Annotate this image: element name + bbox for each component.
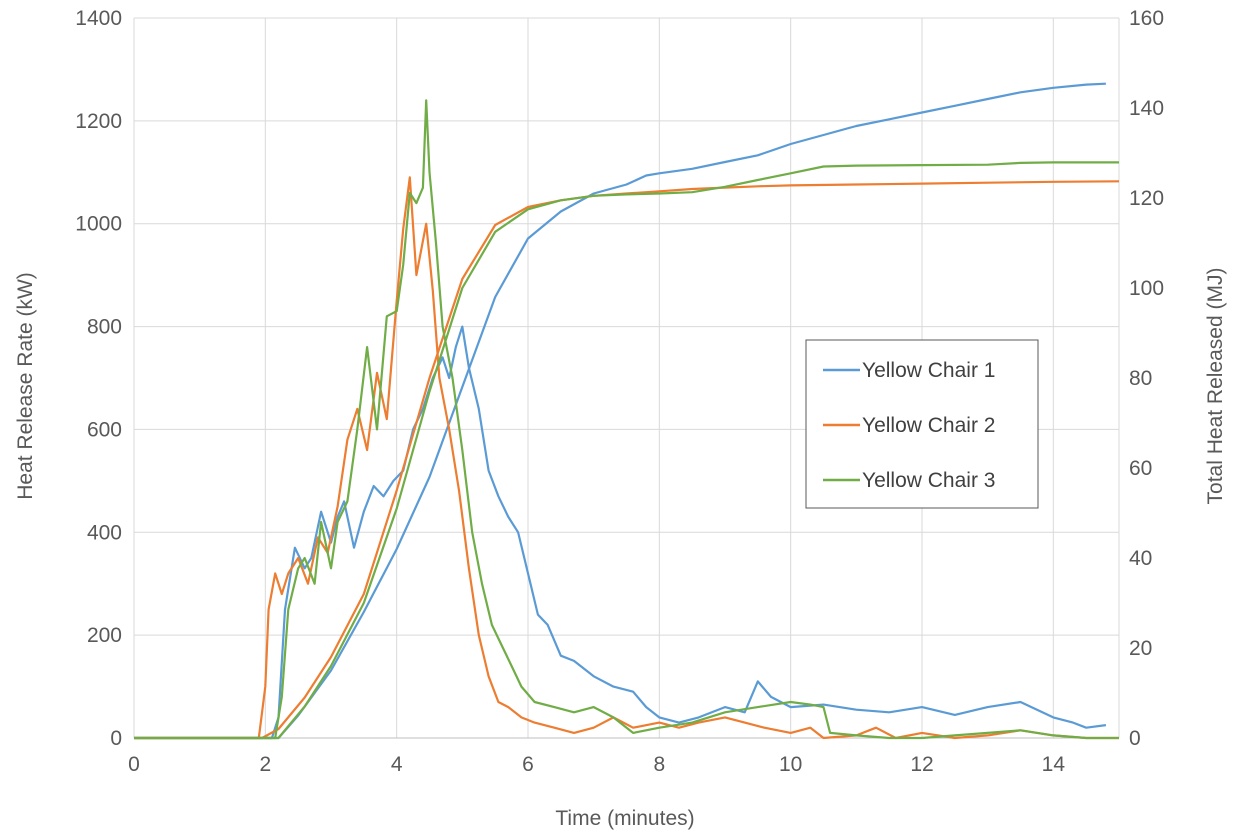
y-tick-label: 1000	[75, 213, 122, 236]
legend-label: Yellow Chair 3	[862, 469, 995, 492]
y-tick-label: 600	[87, 418, 122, 441]
grid	[133, 17, 1119, 739]
y-tick-label: 800	[87, 316, 122, 339]
y2-tick-label: 100	[1129, 277, 1164, 300]
y2-tick-label: 60	[1129, 457, 1152, 480]
hrr-line-series-2	[134, 176, 1119, 740]
y-tick-label: 400	[87, 521, 122, 544]
y-axis-title: Heat Release Rate (kW)	[14, 272, 37, 500]
y2-tick-label: 20	[1129, 637, 1152, 660]
legend-label: Yellow Chair 2	[862, 414, 995, 437]
series-lines	[134, 82, 1120, 740]
legend: Yellow Chair 1 Yellow Chair 2 Yellow Chair…	[805, 339, 1039, 509]
y2-axis-title: Total Heat Released (MJ)	[1204, 268, 1227, 505]
y2-tick-label: 120	[1129, 187, 1164, 210]
y2-tick-label: 0	[1129, 727, 1141, 750]
x-tick-label: 12	[910, 753, 933, 776]
hrr-line-series-1	[134, 325, 1107, 740]
thr-line-series-1	[134, 82, 1106, 740]
y-tick-label: 1400	[75, 7, 122, 30]
x-tick-label: 14	[1042, 753, 1066, 776]
y2-tick-label: 140	[1129, 97, 1164, 120]
hrr-line-series-3	[134, 99, 1119, 740]
x-tick-label: 0	[128, 753, 140, 776]
y2-tick-label: 80	[1129, 367, 1152, 390]
y-tick-label: 0	[110, 727, 122, 750]
x-tick-label: 4	[391, 753, 403, 776]
y2-tick-label: 40	[1129, 547, 1152, 570]
x-tick-label: 6	[522, 753, 534, 776]
y-tick-label: 200	[87, 624, 122, 647]
x-tick-label: 10	[779, 753, 802, 776]
x-tick-label: 8	[653, 753, 665, 776]
x-axis-title: Time (minutes)	[555, 807, 694, 830]
thr-line-series-3	[134, 161, 1119, 740]
x-tick-label: 2	[259, 753, 271, 776]
y2-tick-label: 160	[1129, 7, 1164, 30]
y-tick-label: 1200	[75, 110, 122, 133]
legend-label: Yellow Chair 1	[862, 359, 995, 382]
